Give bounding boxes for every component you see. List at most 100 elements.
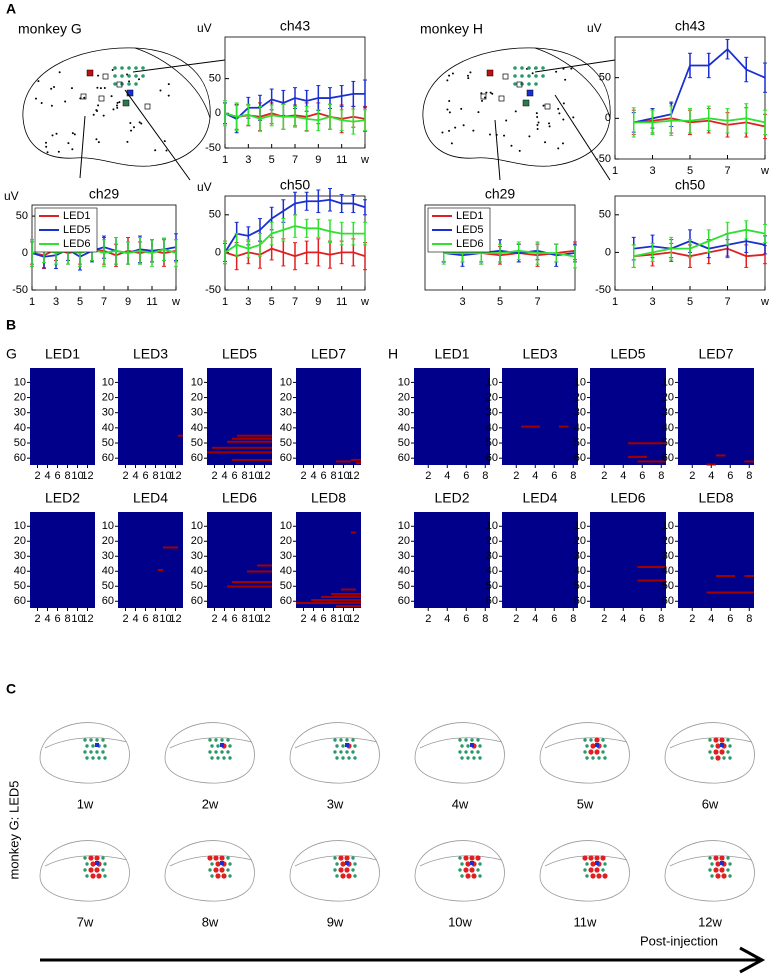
map-label: 3w [327,796,344,811]
brain-outline [544,855,628,867]
electrode-dot [514,110,517,113]
led-square [220,743,224,747]
active-span [232,458,272,461]
monkey-label: monkey H [420,21,483,37]
electrode-dot [478,874,482,878]
active-electrode [465,861,471,867]
x-tick-label: 11 [336,154,347,166]
y-tick-label: 10 [486,376,498,388]
electrode-dot [214,750,218,754]
active-electrode [719,737,725,743]
y-tick-label: 10 [398,376,410,388]
y-axis-label: uV [4,189,19,203]
electrode-dot [450,142,453,145]
electrode-dot [585,756,589,760]
x-tick-label: 12 [169,470,181,482]
brain-map [414,722,505,784]
x-tick-label: 6 [320,470,326,482]
x-tick-label: 4 [310,613,316,625]
active-electrode [594,749,600,755]
brain-map [414,840,505,902]
y-tick-label: 50 [191,437,203,449]
electrode-dot [44,141,47,144]
active-electrode [715,861,721,867]
electrode-dot [167,83,170,86]
y-tick-label: 40 [280,565,292,577]
brain-outline [39,840,130,902]
electrode-dot [520,66,524,70]
x-tick-label: 8 [330,613,336,625]
panel-label: A [6,1,16,17]
electrode-dot [134,74,138,78]
electrode-dot [83,750,87,754]
series-line [633,117,766,124]
active-electrode [713,737,719,743]
y-tick-label: 0 [605,246,611,258]
electrode-dot [518,149,521,152]
electrode-dot [448,74,451,77]
x-tick-label: 4 [620,613,626,625]
electrode-dot [210,756,214,760]
active-electrode [94,867,100,873]
x-tick-label: 6 [639,613,645,625]
electrode-dot [708,856,712,860]
map-label: 6w [702,796,719,811]
active-span [237,434,272,437]
electrode-dot [101,868,105,872]
electrode-dot [103,756,107,760]
series-line [31,248,177,254]
electrode-dot [483,96,486,99]
active-span [356,461,361,464]
active-electrode [219,867,225,873]
electrode-dot [111,69,114,72]
brain-drawing [22,47,211,167]
active-electrode [588,855,594,861]
active-electrode [713,749,719,755]
brain-map [39,722,130,784]
x-tick-label: 3 [245,296,251,308]
electrode-dot [345,738,349,742]
y-tick-label: 10 [662,520,674,532]
active-electrode [590,861,596,867]
y-tick-label: 10 [14,376,26,388]
heatmap-background [502,512,578,608]
electrode-dot [113,74,117,78]
electrode-dot [728,862,732,866]
electrode-dot [467,74,470,77]
electrode-dot [464,738,468,742]
x-tick-label: 12 [347,613,359,625]
brain-outline [294,737,378,749]
active-electrode [588,867,594,873]
led-square [98,95,105,102]
connector [554,94,611,181]
map-label: 12w [698,914,722,929]
led-square [345,861,349,865]
x-tick-label: 6 [463,470,469,482]
y-tick-label: 60 [191,452,203,464]
brain-drawing [422,47,611,167]
electrode-dot [489,133,492,136]
brain-outline [664,840,755,902]
y-tick-label: 30 [14,550,26,562]
electrode-dot [91,756,95,760]
x-tick-label: 10 [71,470,83,482]
electrode-dot [513,82,517,86]
electrode-dot [335,744,339,748]
heatmap-title: LED2 [434,490,469,506]
y-tick-label: 10 [280,376,292,388]
active-span [227,440,272,443]
electrode-dot [127,82,131,86]
x-tick-label: 10 [248,613,260,625]
x-tick-label: 9 [315,154,321,166]
y-tick-label: 30 [102,550,114,562]
electrode-dot [95,738,99,742]
x-tick-label: 1 [612,296,618,308]
y-tick-label: 20 [191,391,203,403]
brain-map [39,840,130,902]
y-tick-label: 60 [102,595,114,607]
x-tick-label: 6 [231,613,237,625]
y-tick-label: 60 [398,595,410,607]
electrode-dot [226,856,230,860]
electrode-dot [96,86,99,89]
series-line [633,117,766,128]
